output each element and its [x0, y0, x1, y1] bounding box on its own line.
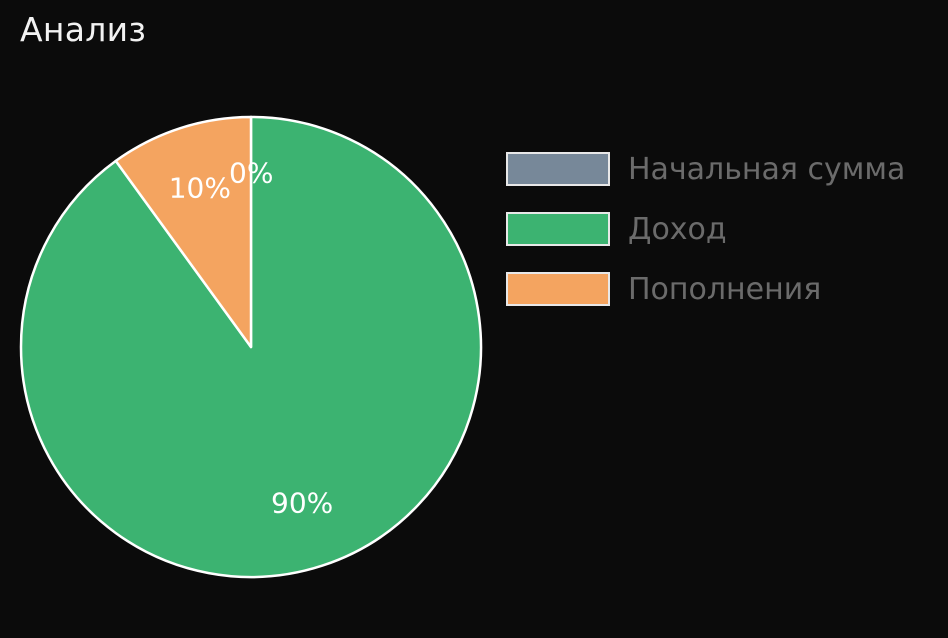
pie-label-deposits: 10%: [169, 172, 231, 205]
chart-title: Анализ: [20, 10, 147, 49]
legend-label-income: Доход: [628, 211, 727, 247]
legend-item-deposits[interactable]: Пополнения: [506, 259, 905, 319]
chart-legend: Начальная сумма Доход Пополнения: [506, 139, 905, 319]
legend-label-initial-amount: Начальная сумма: [628, 151, 906, 187]
legend-swatch-initial-amount: [506, 152, 610, 186]
pie-slice-deposits[interactable]: [114, 115, 253, 349]
legend-label-deposits: Пополнения: [628, 271, 822, 307]
pie-label-initial-amount: 0%: [229, 157, 273, 190]
legend-swatch-deposits: [506, 272, 610, 306]
pie-label-income: 90%: [271, 486, 333, 519]
legend-swatch-income: [506, 212, 610, 246]
legend-item-initial-amount[interactable]: Начальная сумма: [506, 139, 905, 199]
legend-item-income[interactable]: Доход: [506, 199, 905, 259]
